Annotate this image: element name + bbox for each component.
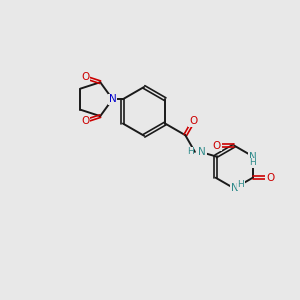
- Text: O: O: [189, 116, 197, 127]
- Text: N: N: [199, 147, 206, 157]
- Text: O: O: [81, 116, 89, 126]
- Text: H: H: [249, 158, 256, 167]
- Text: N: N: [231, 183, 239, 194]
- Text: H: H: [187, 147, 194, 156]
- Text: H: H: [237, 180, 244, 189]
- Text: N: N: [249, 152, 256, 162]
- Text: O: O: [213, 141, 221, 151]
- Text: N: N: [109, 94, 116, 104]
- Text: O: O: [266, 173, 274, 183]
- Text: O: O: [81, 72, 89, 82]
